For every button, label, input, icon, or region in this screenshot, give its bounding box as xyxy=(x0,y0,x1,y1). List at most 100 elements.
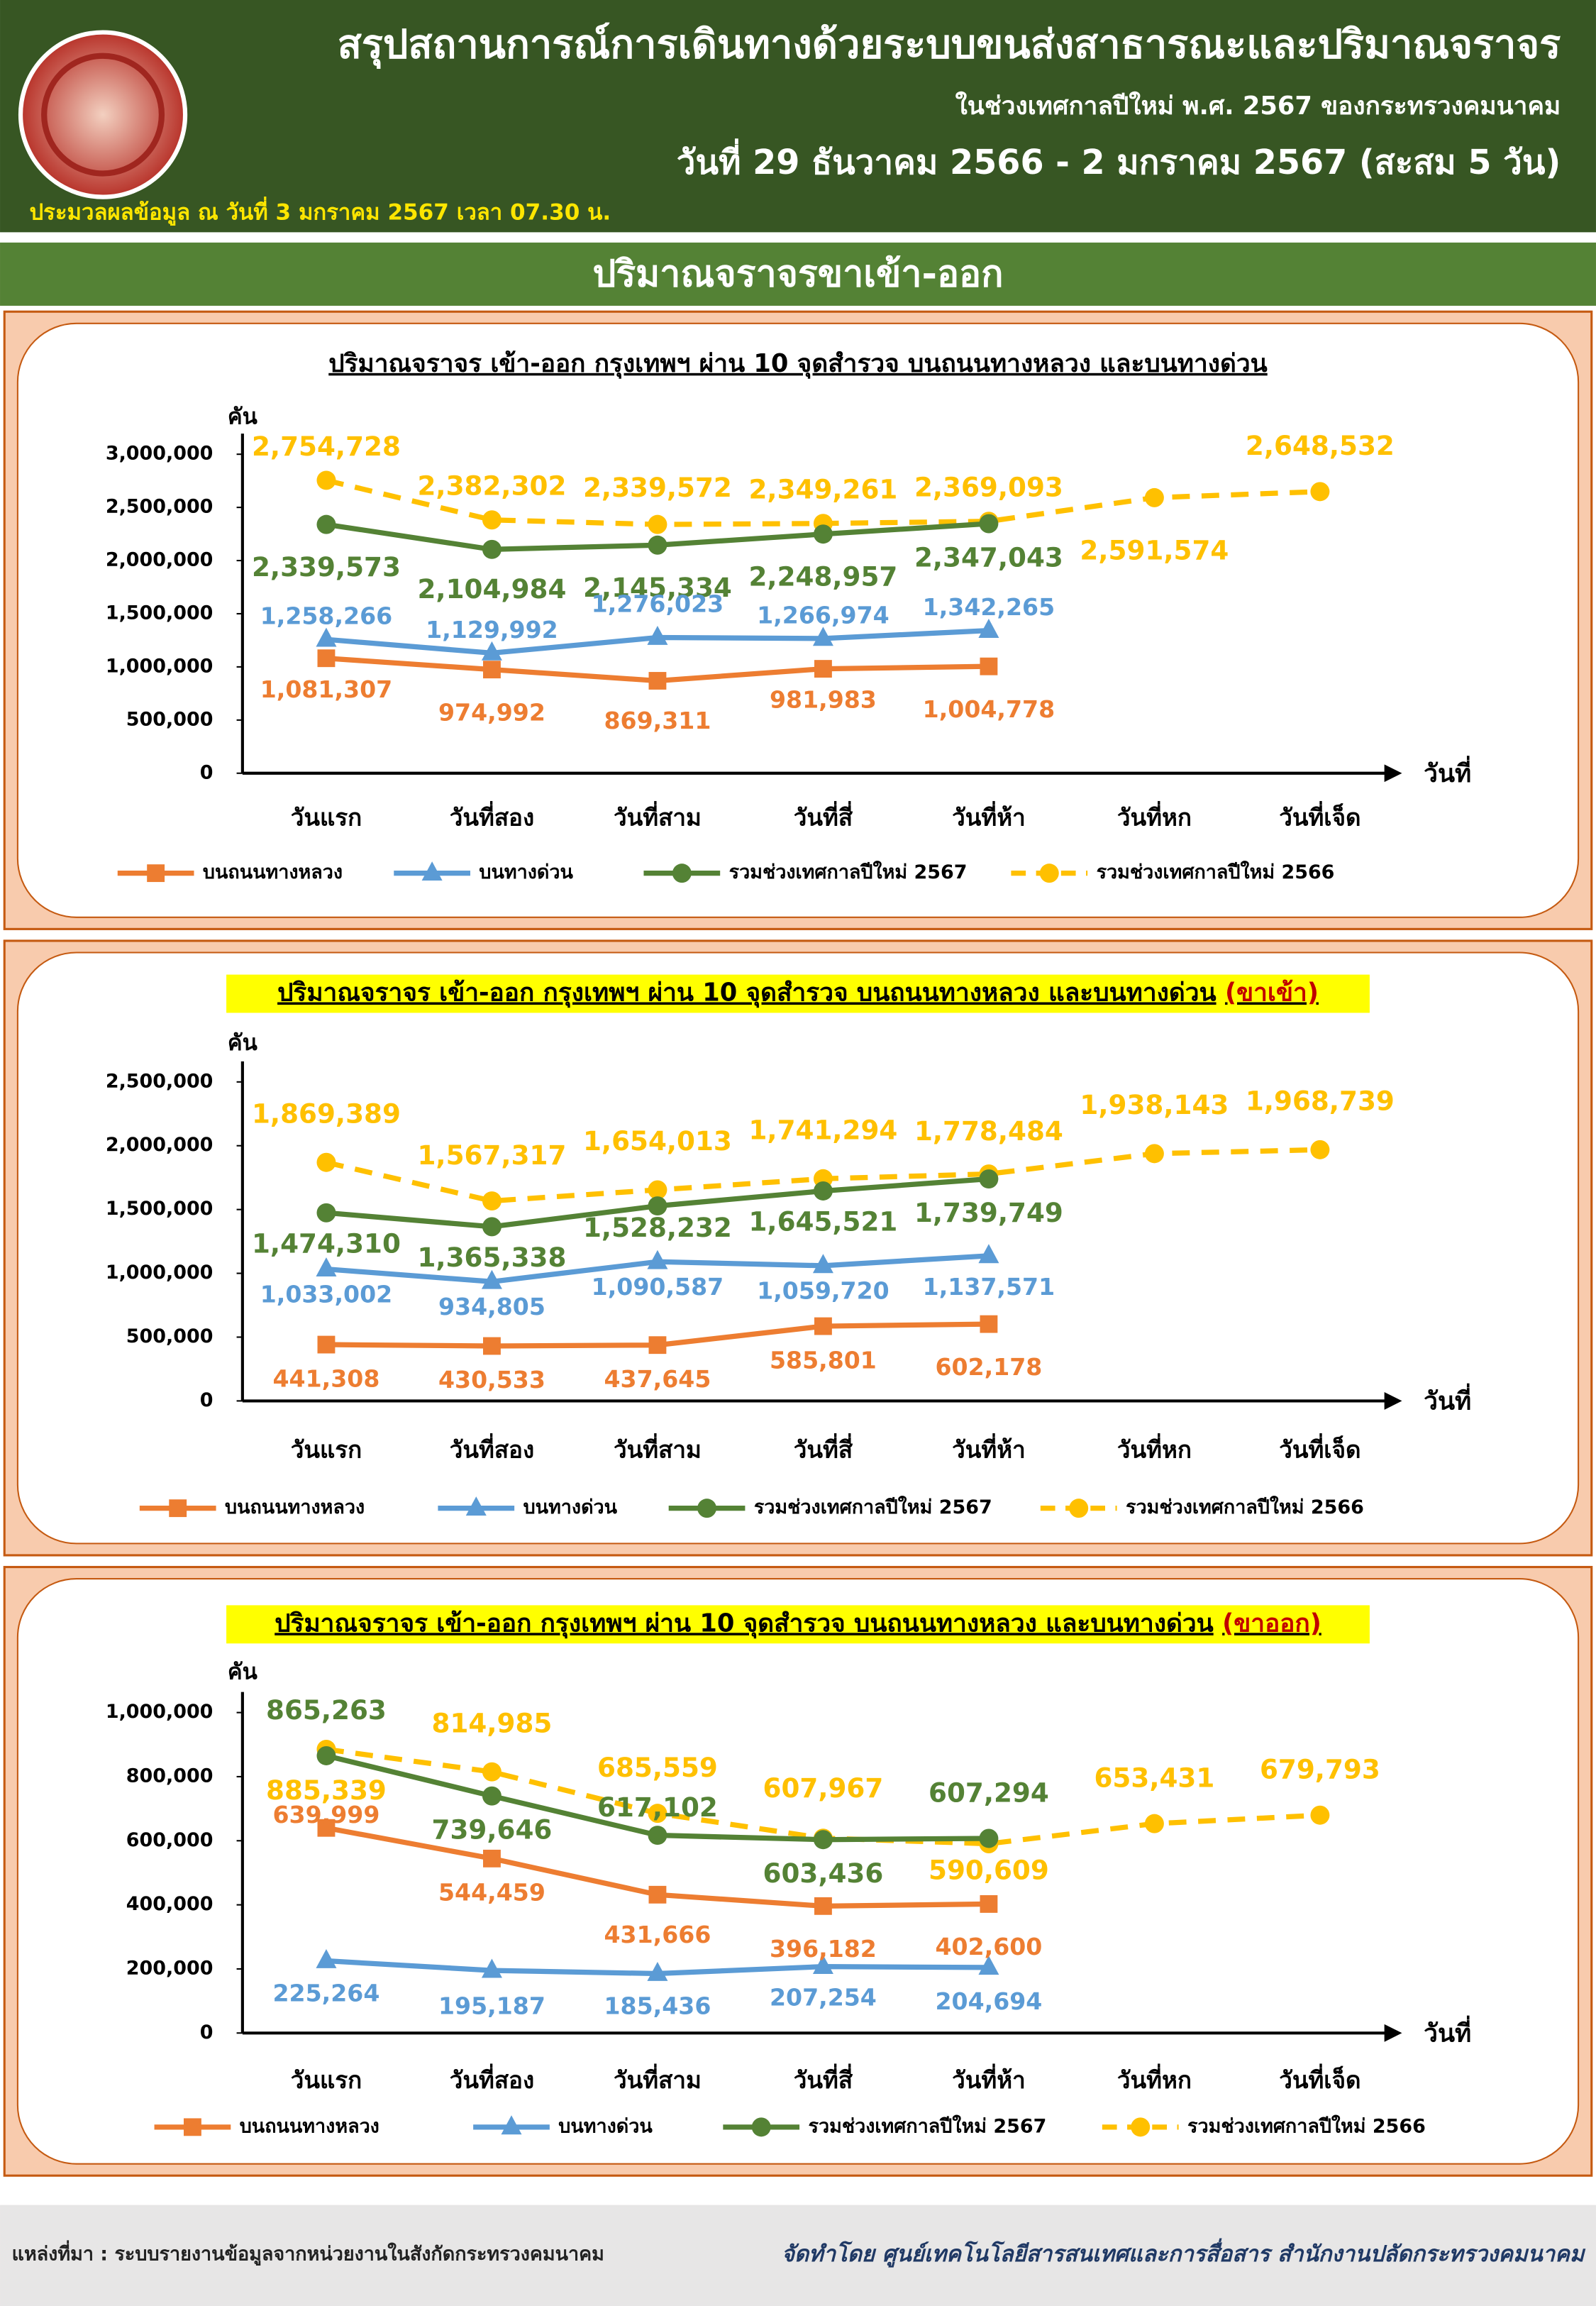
data-label: 2,369,093 xyxy=(914,472,1063,503)
y-tick-label: 1,500,000 xyxy=(106,602,214,624)
data-label: 2,648,532 xyxy=(1246,430,1395,461)
data-label: 1,081,307 xyxy=(260,675,393,703)
y-tick-label: 3,000,000 xyxy=(106,443,214,465)
header-subtitle: ในช่วงเทศกาลปีใหม่ พ.ศ. 2567 ของกระทรวงค… xyxy=(955,91,1561,121)
marker xyxy=(1144,1144,1164,1164)
y-tick-label: 1,000,000 xyxy=(106,1262,214,1284)
marker xyxy=(483,661,501,679)
y-tick-label: 1,500,000 xyxy=(106,1198,214,1220)
marker xyxy=(648,1196,667,1216)
legend-label: บนทางด่วน xyxy=(479,861,573,883)
chart-title: ปริมาณจราจร เข้า-ออก กรุงเทพฯ ผ่าน 10 จุ… xyxy=(277,978,1319,1008)
y-tick-label: 2,500,000 xyxy=(106,1070,214,1092)
legend-marker xyxy=(421,861,443,881)
data-label: 1,342,265 xyxy=(923,593,1055,621)
marker xyxy=(482,1786,501,1806)
data-label: 1,059,720 xyxy=(757,1277,890,1305)
x-tick-label: วันที่สี่ xyxy=(794,1433,853,1463)
data-label: 617,102 xyxy=(597,1792,718,1823)
header-date: วันที่ 29 ธันวาคม 2566 - 2 มกราคม 2567 (… xyxy=(677,138,1561,182)
marker xyxy=(648,535,667,555)
chart: ปริมาณจราจร เข้า-ออก กรุงเทพฯ ผ่าน 10 จุ… xyxy=(3,310,1593,930)
marker xyxy=(814,1317,832,1335)
marker xyxy=(482,1762,501,1782)
data-label: 1,741,294 xyxy=(748,1114,897,1145)
legend-label: รวมช่วงเทศกาลปีใหม่ 2567 xyxy=(729,861,968,883)
logo-ring xyxy=(41,53,165,177)
marker xyxy=(648,1180,667,1200)
marker xyxy=(813,1830,833,1850)
x-tick-label: วันที่หก xyxy=(1117,2063,1192,2094)
marker xyxy=(1310,482,1330,502)
data-label: 2,104,984 xyxy=(417,573,566,605)
data-label: 974,992 xyxy=(438,698,545,726)
marker xyxy=(647,625,668,645)
data-label: 1,474,310 xyxy=(252,1228,401,1259)
legend-marker xyxy=(465,1496,487,1516)
marker xyxy=(814,1897,832,1915)
data-label: 1,645,521 xyxy=(748,1206,897,1237)
data-label: 225,264 xyxy=(273,1980,380,2007)
x-tick-label: วันที่สอง xyxy=(450,2063,534,2094)
data-label: 639,999 xyxy=(273,1801,380,1828)
title-highlight xyxy=(226,974,1370,1013)
data-label: 195,187 xyxy=(438,1992,545,2019)
y-tick-label: 200,000 xyxy=(126,1957,214,1979)
marker xyxy=(647,1249,668,1269)
data-label: 685,559 xyxy=(597,1752,718,1783)
marker xyxy=(979,1169,999,1189)
data-label: 1,739,749 xyxy=(914,1197,1063,1228)
y-tick-label: 400,000 xyxy=(126,1893,214,1915)
marker xyxy=(812,627,833,646)
marker xyxy=(483,1849,501,1868)
marker xyxy=(316,1257,337,1276)
x-tick-label: วันที่สาม xyxy=(614,2063,702,2094)
legend-label: บนทางด่วน xyxy=(558,2115,653,2137)
data-label: 1,137,571 xyxy=(923,1273,1055,1301)
data-label: 1,778,484 xyxy=(914,1115,1063,1147)
data-label: 653,431 xyxy=(1095,1762,1215,1793)
data-label: 739,646 xyxy=(432,1814,553,1845)
legend-label: รวมช่วงเทศกาลปีใหม่ 2567 xyxy=(809,2114,1047,2137)
data-label: 885,339 xyxy=(266,1775,387,1806)
legend-label: รวมช่วงเทศกาลปีใหม่ 2567 xyxy=(754,1496,992,1518)
header-title: สรุปสถานการณ์การเดินทางด้วยระบบขนส่งสาธา… xyxy=(338,21,1561,69)
marker xyxy=(980,1895,998,1913)
legend-marker xyxy=(1131,2117,1151,2137)
data-label: 869,311 xyxy=(604,707,711,734)
data-label: 2,339,572 xyxy=(583,472,732,503)
chart-title: ปริมาณจราจร เข้า-ออก กรุงเทพฯ ผ่าน 10 จุ… xyxy=(328,349,1267,379)
section-title: ปริมาณจราจรขาเข้า-ออก xyxy=(592,253,1003,295)
legend-label: บนถนนทางหลวง xyxy=(240,2115,379,2137)
data-label: 544,459 xyxy=(438,1879,545,1907)
chart-title-suffix: (ขาเข้า) xyxy=(1225,978,1319,1008)
data-label: 1,938,143 xyxy=(1080,1089,1229,1120)
marker xyxy=(812,1254,833,1274)
y-tick-label: 800,000 xyxy=(126,1765,214,1787)
data-label: 441,308 xyxy=(273,1364,380,1392)
header-band xyxy=(0,0,1596,233)
data-label: 2,248,957 xyxy=(748,561,897,592)
marker xyxy=(648,514,667,534)
data-label: 2,591,574 xyxy=(1080,535,1229,566)
marker xyxy=(482,1191,501,1211)
y-tick-label: 1,000,000 xyxy=(106,655,214,677)
x-tick-label: วันที่สี่ xyxy=(794,800,853,831)
marker xyxy=(978,619,999,638)
marker xyxy=(812,1955,833,1975)
data-label: 1,258,266 xyxy=(260,602,393,630)
x-axis-arrow xyxy=(1384,1391,1402,1410)
legend-marker xyxy=(1039,864,1059,883)
marker xyxy=(980,1315,998,1333)
data-label: 981,983 xyxy=(770,686,877,714)
footer-credit: จัดทำโดย ศูนย์เทคโนโลยีสารสนเทศและการสื่… xyxy=(782,2238,1586,2268)
data-label: 2,339,573 xyxy=(252,551,401,583)
marker xyxy=(482,510,501,530)
chart: ปริมาณจราจร เข้า-ออก กรุงเทพฯ ผ่าน 10 จุ… xyxy=(3,1565,1593,2177)
legend-marker xyxy=(147,864,165,883)
marker xyxy=(648,1804,667,1824)
marker xyxy=(316,1948,337,1968)
x-axis-arrow xyxy=(1384,764,1402,783)
marker xyxy=(1144,1814,1164,1833)
